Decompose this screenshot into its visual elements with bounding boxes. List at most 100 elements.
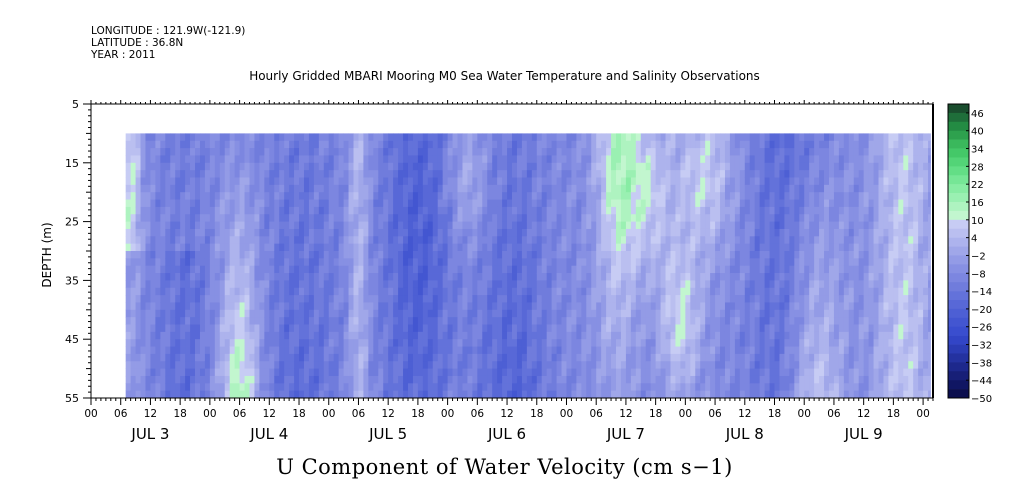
heat-cell — [165, 346, 171, 355]
heat-cell — [705, 221, 711, 230]
heat-cell — [294, 155, 300, 164]
heat-cell — [754, 236, 761, 245]
heat-cell — [764, 361, 770, 369]
heat-cell — [620, 133, 627, 142]
heat-cell — [229, 155, 236, 164]
heat-cell — [279, 133, 285, 142]
heat-cell — [774, 199, 780, 208]
heat-cell — [769, 177, 775, 186]
heat-cell — [536, 258, 543, 267]
heat-cell — [551, 192, 557, 200]
heat-cell — [299, 295, 305, 303]
heat-cell — [333, 317, 340, 325]
heat-cell — [749, 148, 756, 156]
heat-cell — [556, 339, 562, 347]
heat-cell — [507, 346, 513, 355]
heat-cell — [457, 162, 463, 171]
heat-cell — [804, 221, 810, 230]
heat-cell — [427, 258, 434, 267]
heat-cell — [323, 295, 330, 303]
heat-cell — [467, 133, 473, 142]
heat-cell — [308, 214, 315, 222]
heat-cell — [457, 368, 463, 377]
heat-cell — [467, 302, 473, 311]
heat-cell — [675, 361, 681, 369]
heat-cell — [204, 346, 211, 355]
heat-cell — [229, 368, 236, 377]
heat-cell — [328, 295, 335, 303]
heat-cell — [521, 140, 528, 149]
heat-cell — [180, 280, 186, 289]
heat-cell — [140, 243, 146, 252]
heat-cell — [784, 221, 790, 230]
heat-cell — [665, 280, 671, 289]
heat-cell — [343, 155, 349, 164]
heat-cell — [625, 221, 632, 230]
heat-cell — [566, 353, 572, 362]
heat-cell — [135, 177, 141, 186]
heat-cell — [214, 228, 221, 237]
heat-cell — [373, 148, 379, 156]
heat-cell — [333, 346, 340, 355]
heat-cell — [492, 368, 498, 377]
heat-cell — [363, 375, 369, 384]
heat-cell — [209, 251, 216, 259]
heat-cell — [804, 273, 810, 281]
heat-cell — [195, 390, 201, 399]
heat-cell — [462, 228, 468, 237]
heat-cell — [294, 184, 300, 193]
heat-cell — [794, 280, 800, 289]
heat-cell — [353, 133, 359, 142]
heat-cell — [754, 346, 761, 355]
heat-cell — [541, 390, 548, 399]
heat-cell — [591, 353, 597, 362]
heat-cell — [412, 317, 419, 325]
heat-cell — [338, 309, 344, 318]
heat-cell — [536, 317, 543, 325]
heat-cell — [214, 324, 221, 333]
heat-cell — [244, 368, 250, 377]
heat-cell — [650, 199, 657, 208]
heat-cell — [447, 353, 453, 362]
heat-cell — [620, 199, 627, 208]
heat-cell — [720, 148, 726, 156]
heat-cell — [724, 236, 731, 245]
heat-cell — [333, 258, 340, 267]
heat-cell — [427, 162, 434, 171]
heat-cell — [358, 177, 364, 186]
heat-cell — [457, 206, 463, 215]
heat-cell — [403, 192, 409, 200]
heat-cell — [601, 368, 607, 377]
heat-cell — [279, 368, 285, 377]
heat-cell — [328, 346, 335, 355]
heat-cell — [789, 390, 795, 399]
heat-cell — [779, 324, 785, 333]
heat-cell — [507, 353, 513, 362]
heat-cell — [373, 214, 379, 222]
heat-cell — [482, 236, 488, 245]
heat-cell — [170, 170, 176, 178]
heat-cell — [670, 228, 676, 237]
heat-cell — [447, 368, 453, 377]
heat-cell — [204, 390, 211, 399]
heat-cell — [353, 228, 359, 237]
heat-cell — [249, 390, 255, 399]
heat-cell — [185, 339, 191, 347]
heat-cell — [611, 295, 617, 303]
heat-cell — [244, 258, 250, 267]
heat-cell — [318, 339, 325, 347]
heat-cell — [734, 390, 741, 399]
heat-cell — [467, 324, 473, 333]
heat-cell — [541, 368, 548, 377]
heat-cell — [338, 339, 344, 347]
heat-cell — [383, 243, 389, 252]
heat-cell — [403, 390, 409, 399]
heat-cell — [299, 339, 305, 347]
heat-cell — [700, 199, 706, 208]
heat-cell — [447, 184, 453, 193]
heat-cell — [368, 155, 374, 164]
heat-cell — [388, 184, 394, 193]
heat-cell — [150, 170, 156, 178]
heat-cell — [125, 236, 132, 245]
heat-cell — [724, 390, 731, 399]
